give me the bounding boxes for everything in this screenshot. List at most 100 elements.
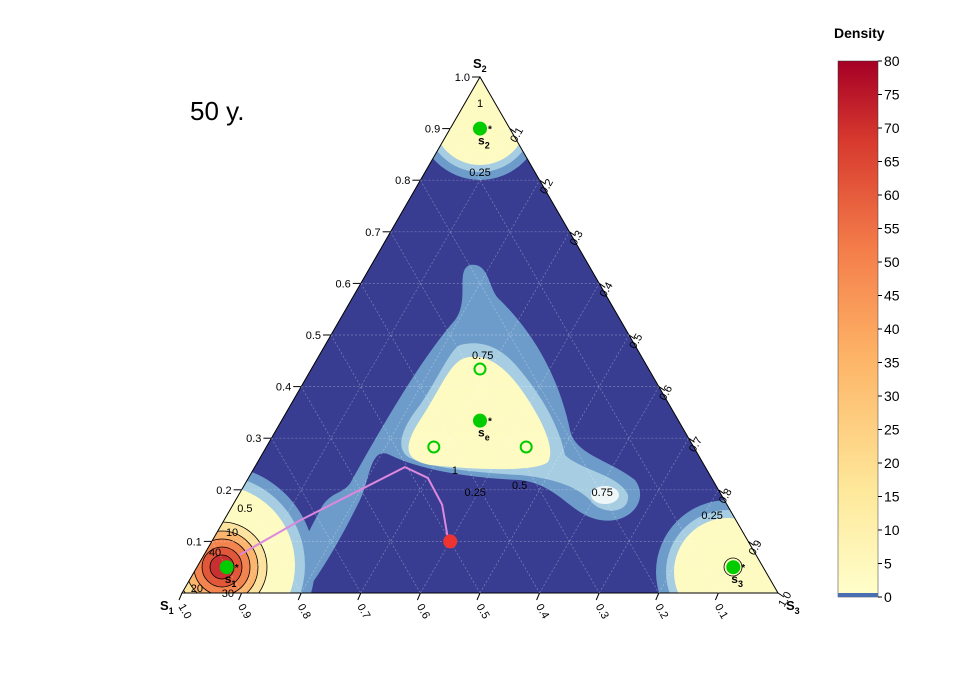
point	[726, 560, 741, 575]
colorbar-title: Density	[834, 25, 885, 41]
density-field	[182, 77, 778, 593]
contour-label: 0.5	[512, 480, 527, 492]
point	[473, 413, 487, 428]
tick-label: 0.7	[354, 602, 372, 621]
contour-label: 0.75	[472, 350, 493, 362]
tick-mark	[539, 179, 546, 185]
point	[473, 362, 487, 376]
point-label: se *	[478, 417, 492, 443]
colorbar-tick-label: 30	[884, 388, 900, 404]
point-name: s	[478, 134, 485, 148]
tick-mark	[297, 592, 302, 601]
contour-label: 0.25	[469, 167, 490, 179]
colorbar-tick-label: 70	[884, 120, 900, 136]
tick-mark	[569, 231, 576, 237]
grid-line	[390, 231, 600, 594]
vertex-label: S1	[160, 598, 174, 616]
colorbar-tick-label: 55	[884, 221, 900, 237]
contour-label: 10	[226, 527, 238, 539]
tick-mark	[178, 592, 183, 601]
colorbar-tick-label: 75	[884, 87, 900, 103]
tick-label: 0.5	[306, 330, 321, 342]
grid-line	[271, 438, 362, 594]
colorbar-tick-label: 10	[884, 522, 900, 538]
tick-label: 0.8	[395, 175, 410, 187]
tick-label: 0.4	[533, 602, 551, 621]
trajectory	[239, 465, 450, 556]
colorbar-tick-label: 35	[884, 355, 900, 371]
colorbar-tick-label: 50	[884, 254, 900, 270]
vertex-sub: 1	[169, 606, 174, 616]
point-sub: 2	[485, 141, 490, 151]
tick-label: 0.8	[295, 602, 313, 621]
point-sup: *	[488, 417, 492, 428]
point	[443, 534, 458, 549]
tick-mark	[714, 592, 719, 601]
grid-line	[598, 438, 689, 594]
vertex-label: S2	[473, 56, 487, 74]
colorbar-tick-label: 0	[884, 589, 892, 605]
colorbar-tick-label: 40	[884, 321, 900, 337]
tick-mark	[357, 592, 362, 601]
grid-line	[360, 231, 570, 594]
tick-label: 0.9	[235, 602, 253, 621]
tick-mark	[777, 592, 785, 598]
point	[519, 440, 533, 454]
tick-mark	[628, 334, 636, 340]
vertex-name: S	[160, 598, 169, 613]
vertex-name: S	[786, 598, 795, 613]
tick-label: 0.6	[414, 602, 432, 621]
vertex-sub: 2	[482, 64, 487, 74]
point-name: s	[225, 572, 232, 586]
point-sub: 1	[231, 579, 236, 589]
contour-label: 1	[477, 98, 483, 110]
point-label: s2 *	[478, 125, 492, 151]
contour-label: 0.25	[701, 510, 722, 522]
grid-line	[449, 128, 719, 594]
tick-label: 0.2	[652, 602, 670, 621]
tick-label: 1.0	[455, 72, 470, 84]
colorbar-tick-label: 60	[884, 187, 900, 203]
tick-mark	[238, 592, 243, 601]
point-sup: *	[235, 563, 239, 574]
tick-mark	[658, 386, 666, 392]
point-sup: *	[741, 563, 745, 574]
point-name: s	[731, 572, 738, 586]
colorbar-low	[838, 593, 878, 597]
point-label: s3 *	[731, 563, 745, 589]
grid-line	[300, 180, 540, 594]
tick-label: 0.4	[276, 382, 291, 394]
grid-line	[330, 334, 481, 594]
tick-label: 0.5	[474, 602, 492, 621]
point	[219, 560, 234, 575]
colorbar-tick-label: 80	[884, 53, 900, 69]
tick-label: 1.0	[176, 602, 194, 621]
grid-line	[420, 180, 660, 594]
contour-label: 40	[209, 547, 221, 559]
tick-mark	[416, 592, 421, 601]
tick-mark	[718, 489, 725, 495]
tick-label: 0.7	[365, 227, 380, 239]
tick-mark	[595, 592, 600, 601]
tick-label: 0.3	[593, 602, 611, 621]
tick-mark	[536, 592, 541, 601]
point-sup: *	[488, 125, 492, 136]
colorbar-tick-label: 65	[884, 154, 900, 170]
colorbar-tick-label: 20	[884, 455, 900, 471]
vertex-name: S	[473, 56, 482, 71]
tick-mark	[655, 592, 660, 601]
tick-mark	[688, 437, 695, 443]
tick-label: 0.1	[187, 536, 202, 548]
grid-line	[360, 283, 540, 594]
vertex-label: S3	[786, 598, 800, 616]
tick-mark	[747, 540, 755, 546]
point-sub: 3	[738, 579, 743, 589]
tick-label: 0.9	[425, 124, 440, 136]
colorbar-tick-label: 5	[884, 556, 892, 572]
contour-label: 0.5	[237, 503, 252, 515]
tick-label: 0.2	[216, 485, 231, 497]
tick-mark	[476, 592, 481, 601]
chart-title: 50 y.	[190, 96, 244, 126]
tick-mark	[509, 128, 517, 134]
